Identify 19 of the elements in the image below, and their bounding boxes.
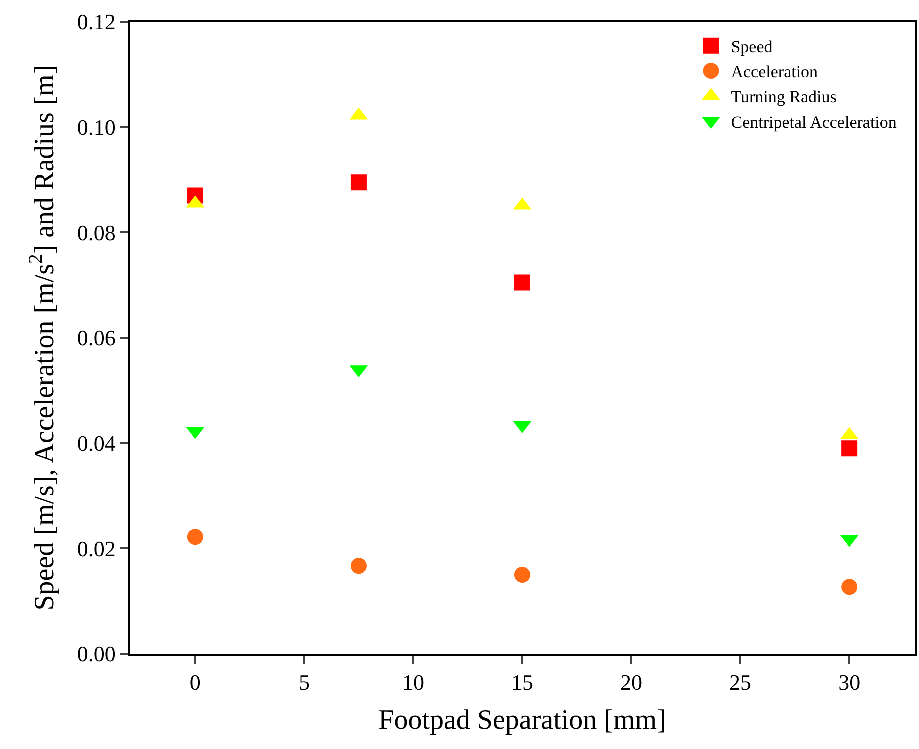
x-tick-label: 10 bbox=[402, 670, 424, 696]
x-axis-title: Footpad Separation [mm] bbox=[378, 704, 666, 736]
x-tick-label: 20 bbox=[620, 670, 643, 696]
x-tick-label: 30 bbox=[838, 670, 861, 696]
y-tick-label: 0.00 bbox=[77, 642, 116, 667]
legend-label: Speed bbox=[731, 38, 774, 56]
y-tick-label: 0.12 bbox=[77, 10, 116, 35]
x-tick-label: 15 bbox=[512, 670, 534, 696]
x-tick-label: 0 bbox=[190, 670, 201, 696]
x-tick-label: 25 bbox=[730, 670, 752, 696]
y-tick-label: 0.10 bbox=[77, 115, 116, 140]
y-tick-label: 0.02 bbox=[77, 536, 116, 562]
legend-label: Acceleration bbox=[731, 62, 819, 82]
y-tick-label: 0.08 bbox=[77, 220, 116, 246]
y-tick-label: 0.06 bbox=[77, 326, 116, 351]
legend-label: Turning Radius bbox=[731, 88, 837, 107]
y-tick-label: 0.04 bbox=[77, 431, 116, 456]
x-tick-label: 5 bbox=[298, 670, 310, 696]
legend-label: Centripetal Acceleration bbox=[731, 112, 898, 132]
